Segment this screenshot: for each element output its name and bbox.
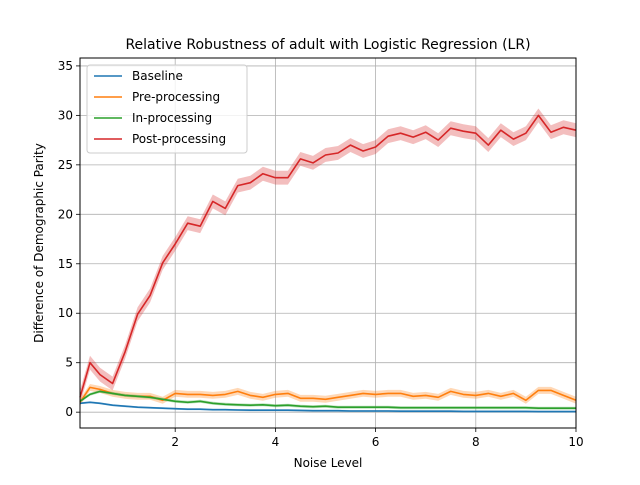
y-tick-label: 25 bbox=[58, 158, 73, 172]
y-tick-label: 20 bbox=[58, 207, 73, 221]
y-tick-label: 15 bbox=[58, 257, 73, 271]
x-axis-ticks: 2 4 6 8 10 bbox=[171, 428, 584, 449]
plot-frame bbox=[79, 57, 577, 429]
legend: Baseline Pre-processing In-processing Post-… bbox=[86, 64, 248, 154]
pre-processing-band bbox=[80, 384, 576, 406]
chart-title: Relative Robustness of adult with Logist… bbox=[125, 37, 530, 53]
y-axis-label: Difference of Demographic Parity bbox=[32, 143, 46, 343]
post-processing-line bbox=[79, 114, 577, 398]
x-axis-label: Noise Level bbox=[294, 456, 363, 470]
x-tick-label: 2 bbox=[171, 435, 179, 449]
baseline-line bbox=[79, 401, 576, 413]
legend-box bbox=[86, 64, 248, 154]
x-tick-label: 10 bbox=[568, 435, 583, 449]
y-tick-label: 30 bbox=[58, 108, 73, 122]
x-tick-label: 4 bbox=[272, 435, 280, 449]
legend-label-baseline: Baseline bbox=[132, 69, 183, 83]
x-tick-label: 8 bbox=[472, 435, 480, 449]
series-lines bbox=[79, 114, 577, 413]
post-processing-band bbox=[80, 108, 576, 405]
x-tick-label: 6 bbox=[372, 435, 380, 449]
y-tick-label: 5 bbox=[65, 356, 73, 370]
y-tick-label: 0 bbox=[65, 405, 73, 419]
legend-label-post-processing: Post-processing bbox=[132, 132, 226, 146]
y-tick-label: 35 bbox=[58, 59, 73, 73]
in-processing-line bbox=[79, 390, 576, 410]
legend-label-in-processing: In-processing bbox=[132, 111, 212, 125]
y-axis-ticks: 0 5 10 15 20 25 30 35 bbox=[58, 59, 80, 419]
y-tick-label: 10 bbox=[58, 306, 73, 320]
legend-label-pre-processing: Pre-processing bbox=[132, 90, 220, 104]
